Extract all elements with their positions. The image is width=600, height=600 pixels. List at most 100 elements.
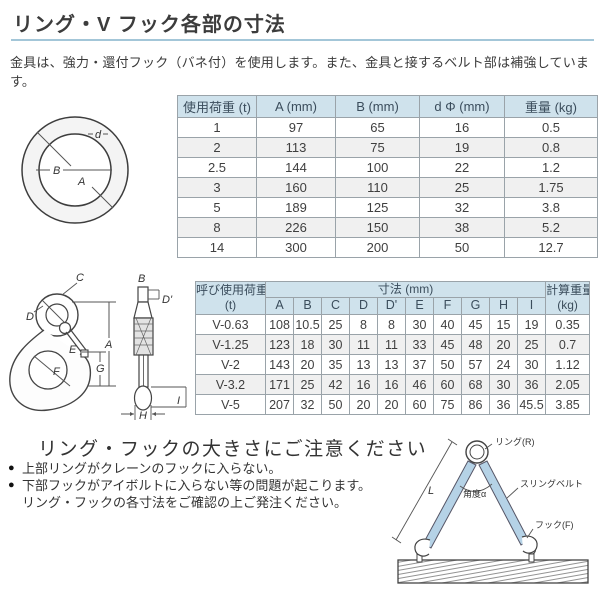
- column-header: 呼び使用荷重 (t): [195, 281, 266, 315]
- table-row: 3 160 110 25 1.75: [177, 177, 598, 198]
- table-cell: 36: [489, 394, 518, 415]
- table-cell: 19: [419, 137, 505, 158]
- table-cell: 75: [433, 394, 462, 415]
- table-cell: 171: [265, 374, 294, 395]
- table-cell: 226: [256, 217, 336, 238]
- table-row: 1 97 65 16 0.5: [177, 117, 598, 138]
- table-cell: 16: [349, 374, 378, 395]
- table-row: 14 300 200 50 12.7: [177, 237, 598, 258]
- column-header-sub: (t): [224, 298, 237, 312]
- bullet-icon: ●: [8, 462, 15, 474]
- dim-line-f: [33, 355, 71, 387]
- column-header: E: [405, 297, 434, 315]
- table-cell: 13: [377, 354, 406, 375]
- table-cell: 37: [405, 354, 434, 375]
- table-cell: V-3.2: [195, 374, 266, 395]
- column-header: H: [489, 297, 518, 315]
- table-cell: 143: [265, 354, 294, 375]
- latch-bar-2: [69, 328, 87, 351]
- table-cell: 25: [293, 374, 322, 395]
- column-header: B (mm): [335, 95, 420, 118]
- column-header-sub: (kg): [557, 298, 578, 312]
- table-cell: 3.85: [545, 394, 591, 415]
- table-cell: 13: [349, 354, 378, 375]
- table-cell: 24: [489, 354, 518, 375]
- column-header: 寸法 (mm): [264, 281, 547, 298]
- table-cell: 144: [256, 157, 336, 178]
- intro-text: 金具は、強力・還付フック（バネ付）を使用します。また、金具と接するベルト部は補強…: [10, 55, 590, 89]
- sling-hook-label: フック(F): [535, 520, 574, 530]
- column-header: D: [349, 297, 378, 315]
- table-cell: 20: [293, 354, 322, 375]
- table-cell: 68: [461, 374, 490, 395]
- sling-belt-label: スリングベルト: [520, 478, 583, 489]
- table-cell: 1.12: [545, 354, 591, 375]
- table-cell: 1.2: [504, 157, 598, 178]
- column-header: A (mm): [256, 95, 336, 118]
- dim-line-a: [36, 131, 72, 167]
- hook-label-dprime: D': [162, 294, 173, 306]
- table-cell: 75: [335, 137, 420, 158]
- table-cell: 18: [293, 334, 322, 355]
- table-row: 8 226 150 38 5.2: [177, 217, 598, 238]
- table-cell: 8: [177, 217, 257, 238]
- table-cell: 20: [377, 394, 406, 415]
- table-cell: 60: [433, 374, 462, 395]
- column-header: G: [461, 297, 490, 315]
- right-hook-shape: [521, 535, 538, 554]
- sling-ring-inner: [469, 444, 485, 460]
- table-cell: 30: [405, 314, 434, 335]
- table-cell: 0.8: [504, 137, 598, 158]
- table-row: 5 189 125 32 3.8: [177, 197, 598, 218]
- table-cell: 11: [377, 334, 406, 355]
- hook-table-body: V-0.63 108 10.5 25 8 8 30 40 45 15 19 0.35 V-1.25 123…: [195, 314, 591, 415]
- leader-belt-label: [506, 487, 519, 499]
- left-hook-shape: [414, 538, 431, 557]
- hook-label-f: F: [53, 366, 61, 378]
- leader-hook-label: [526, 528, 534, 539]
- front-hook-tip: [133, 385, 153, 411]
- column-header: C: [321, 297, 350, 315]
- ring-label-b: B: [53, 165, 60, 177]
- notice-bullet-2-continuation: リング・フックの各寸法をご確認の上ご発注ください。: [22, 495, 348, 510]
- table-cell: 25: [516, 334, 547, 355]
- column-header: D': [377, 297, 406, 315]
- table-row: V-5 207 32 50 20 20 60 75 86 36 45.5 3.85: [195, 394, 591, 415]
- column-header: 使用荷重 (t): [177, 95, 257, 118]
- hook-bowl-opening: [28, 350, 68, 390]
- table-cell: V-0.63: [195, 314, 266, 335]
- front-stem: [137, 286, 149, 303]
- table-cell: 0.35: [545, 314, 591, 335]
- notice-bullet-1: 上部リングがクレーンのフックに入らない。: [22, 461, 282, 476]
- table-cell: 123: [265, 334, 294, 355]
- table-cell: 0.7: [545, 334, 591, 355]
- notice-heading: リング・フックの大きさにご注意ください: [38, 439, 428, 460]
- table-row: V-1.25 123 18 30 11 11 33 45 48 20 25 0.7: [195, 334, 591, 355]
- table-cell: 50: [419, 237, 505, 258]
- table-cell: 86: [461, 394, 490, 415]
- angle-arc: [459, 483, 493, 492]
- table-cell: 45: [461, 314, 490, 335]
- table-cell: 25: [419, 177, 505, 198]
- sling-angle-label: 角度α: [463, 488, 486, 499]
- notice-list: ● 上部リングがクレーンのフックに入らない。 ● 下部フックがアイボルトに入らな…: [8, 460, 388, 511]
- table-row: 2 113 75 19 0.8: [177, 137, 598, 158]
- hook-label-d: D: [26, 311, 34, 323]
- notice-bullet-2: 下部フックがアイボルトに入らない等の問題が起こります。: [22, 478, 372, 493]
- table-cell: 1: [177, 117, 257, 138]
- hook-label-a: A: [104, 339, 112, 351]
- column-header: A: [265, 297, 294, 315]
- hook-label-h: H: [139, 410, 147, 422]
- ring-table-body: 1 97 65 16 0.5 2 113 75 19 0.8 2.5 144 100 22 1.2 3 160 1…: [177, 117, 598, 258]
- sling-diagram: リング(R) スリングベルト フック(F) 角度α L: [391, 436, 589, 584]
- table-row: V-2 143 20 35 13 13 37 50 57 24 30 1.12: [195, 354, 591, 375]
- table-cell: V-5: [195, 394, 266, 415]
- right-eyebolt-stem: [528, 553, 535, 563]
- table-cell: 20: [489, 334, 518, 355]
- table-cell: V-2: [195, 354, 266, 375]
- table-cell: 60: [405, 394, 434, 415]
- hook-table-header-row-1: 呼び使用荷重 (t) 寸法 (mm) 計算重量 (kg): [195, 281, 591, 315]
- table-cell: 3.8: [504, 197, 598, 218]
- table-cell: 36: [516, 374, 547, 395]
- latch-pivot: [58, 321, 72, 335]
